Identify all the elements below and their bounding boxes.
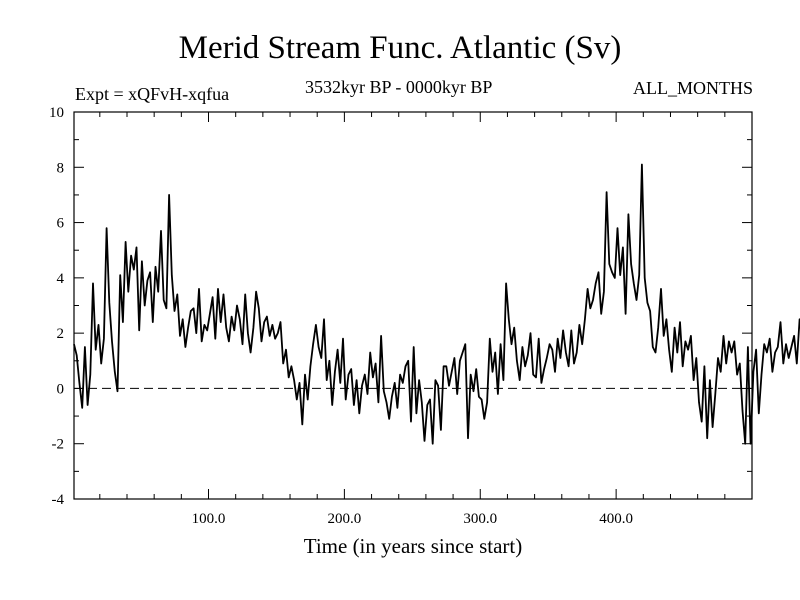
series-layer bbox=[73, 163, 800, 445]
y-tick-label: -4 bbox=[52, 492, 65, 508]
y-tick-label: 10 bbox=[49, 105, 64, 121]
y-tick-label: -2 bbox=[52, 437, 65, 453]
y-tick-label: 2 bbox=[57, 326, 65, 342]
x-tick-label: 200.0 bbox=[328, 511, 362, 527]
months-label: ALL_MONTHS bbox=[633, 78, 753, 98]
y-tick-label: 8 bbox=[57, 160, 65, 176]
x-axis-label: Time (in years since start) bbox=[304, 534, 523, 558]
tick-labels: 100.0 200.0 300.0 400.0 -4 -2 0 2 4 6 8 10 bbox=[49, 105, 633, 527]
period-label: 3532kyr BP - 0000kyr BP bbox=[305, 77, 493, 97]
x-tick-label: 100.0 bbox=[192, 511, 226, 527]
y-tick-label: 6 bbox=[57, 216, 65, 232]
series-line-0 bbox=[73, 163, 800, 445]
axes bbox=[73, 111, 753, 500]
experiment-label: Expt = xQFvH-xqfua bbox=[75, 84, 230, 104]
x-tick-label: 400.0 bbox=[599, 511, 633, 527]
x-tick-label: 300.0 bbox=[463, 511, 497, 527]
y-tick-label: 4 bbox=[57, 271, 65, 287]
chart-title: Merid Stream Func. Atlantic (Sv) bbox=[178, 30, 622, 66]
y-tick-label: 0 bbox=[57, 381, 65, 397]
